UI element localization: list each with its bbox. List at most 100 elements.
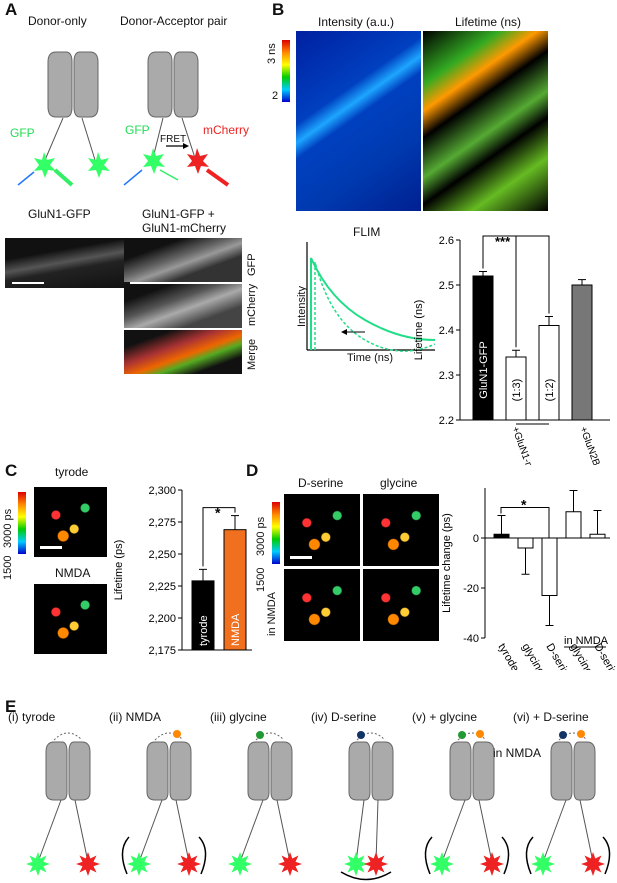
receptor-subunit — [247, 741, 270, 801]
gfp-star — [430, 852, 454, 876]
tether — [37, 799, 62, 863]
tether — [579, 799, 594, 863]
tether — [441, 799, 466, 863]
tether — [542, 799, 567, 863]
nmda-image-title: NMDA — [55, 566, 91, 580]
sig-bracket — [500, 507, 550, 538]
glun1-mcherry-title: GluN1-mCherry — [142, 221, 227, 235]
chart-b: 2.2 2.3 2.4 2.5 2.6 Lifetime (ns) GluN1-GFP (1:… — [413, 234, 616, 465]
donor-only-title: Donor-only — [28, 14, 87, 28]
state-label: (vi) + D-serine — [513, 710, 589, 724]
state-label: (iii) glycine — [210, 710, 267, 724]
receptor-subunit — [348, 741, 371, 801]
panel-label-c: C — [5, 461, 18, 480]
tether — [478, 799, 493, 863]
bar — [565, 511, 582, 539]
dserine-ligand — [357, 731, 365, 739]
receptor-subunit — [45, 741, 68, 801]
panel-label-b: B — [272, 0, 285, 19]
significance-marker: * — [521, 497, 527, 513]
motion-arrow — [501, 836, 510, 875]
y-tick-label: 2,275 — [148, 517, 176, 529]
chart-c: 2,175 2,200 2,225 2,250 2,275 2,300 Lifetime (… — [113, 485, 252, 657]
linker — [558, 732, 588, 741]
bar — [538, 325, 560, 421]
flim-y-label: Intensity — [296, 286, 308, 327]
bar-label: (1:2) — [544, 379, 556, 402]
gfp-label: GFP — [10, 126, 35, 140]
intensity-title: Intensity (a.u.) — [318, 15, 395, 29]
receptor-subunit — [270, 741, 293, 801]
gfp-star — [127, 852, 151, 876]
nmda-ligand — [577, 730, 585, 738]
group-label: +GluN1-mCherry — [509, 425, 545, 465]
receptor-schematic — [228, 731, 302, 876]
dserine-flim-image — [284, 494, 360, 566]
mcherry-star — [177, 852, 201, 876]
receptor-subunit — [573, 741, 596, 801]
tether — [276, 799, 291, 863]
receptor-subunit — [146, 741, 169, 801]
bar-label: NMDA — [230, 613, 242, 646]
linker — [457, 732, 487, 741]
scale-bar — [12, 282, 44, 284]
motion-arrow — [198, 836, 207, 875]
state-3: (iii) glycine — [210, 700, 310, 883]
state-6: (vi) + D-serine — [513, 700, 613, 883]
gfp-channel-image — [124, 238, 242, 282]
gfp-star — [34, 152, 56, 178]
mcherry-star — [76, 852, 100, 876]
lifetime-colorbar — [282, 40, 290, 102]
bar — [191, 580, 215, 651]
glycine-flim-image — [363, 494, 439, 566]
nmda-ligand — [173, 730, 181, 738]
mcherry-label: mCherry — [203, 123, 250, 137]
y-tick-label: -20 — [463, 583, 479, 595]
glycine-nmda-flim-image — [363, 569, 439, 641]
y-tick-label: 2,225 — [148, 581, 176, 593]
merge-row-label: Merge — [246, 338, 258, 370]
linker — [53, 732, 83, 741]
glycine-ligand — [458, 731, 466, 739]
flim-decay-plot — [306, 242, 436, 352]
state-1: (i) tyrode — [8, 700, 108, 883]
flim-x-label: Time (ns) — [347, 352, 394, 364]
panel-a-receptor-diagrams — [17, 51, 230, 187]
panel-e-states: (i) tyrode (ii) NMDA (iii) glycine (iv) D-s… — [0, 700, 617, 883]
flim-title: FLIM — [353, 225, 381, 239]
y-tick-label: 2,200 — [148, 613, 176, 625]
y-tick-label: 2.4 — [439, 325, 454, 337]
y-tick-label: 2.5 — [439, 280, 454, 292]
glun1-gfp-image — [5, 238, 130, 288]
panel-label-d: D — [246, 461, 259, 480]
scale-bar-d — [290, 556, 312, 559]
colorbar-c-max: 3000 ps — [2, 508, 14, 548]
intensity-image — [296, 31, 421, 211]
tether — [74, 799, 89, 863]
gfp-row-label: GFP — [246, 253, 258, 276]
state-label: (ii) NMDA — [109, 710, 161, 724]
bar — [493, 533, 510, 539]
significance-marker: * — [215, 505, 221, 521]
gfp-label-pair: GFP — [125, 123, 150, 137]
receptor-subunit — [371, 741, 394, 801]
gfp-star — [26, 852, 50, 876]
tether — [355, 799, 365, 863]
bar-label: glycine — [519, 642, 547, 671]
dserine-image-title: D-serine — [298, 476, 344, 490]
glun1-gfp-title: GluN1-GFP — [28, 207, 91, 221]
mcherry-star — [364, 852, 388, 876]
dserine-ligand — [559, 731, 567, 739]
mcherry-row-label: mCherry — [246, 283, 258, 326]
colorbar-d — [272, 502, 280, 564]
bar — [517, 537, 534, 549]
fret-label: FRET — [160, 134, 187, 145]
bar-label: tyrode — [198, 615, 210, 646]
in-nmda-row-label: in NMDA — [266, 591, 278, 636]
chart-d: -40 -20 0 Lifetime change (ps) tyrodeglycine… — [441, 488, 617, 671]
lifetime-image — [423, 31, 548, 211]
receptor-subunit — [68, 741, 91, 801]
receptor-icon-pair — [147, 51, 199, 159]
state-2: (ii) NMDA — [109, 700, 209, 883]
bar — [589, 533, 606, 539]
